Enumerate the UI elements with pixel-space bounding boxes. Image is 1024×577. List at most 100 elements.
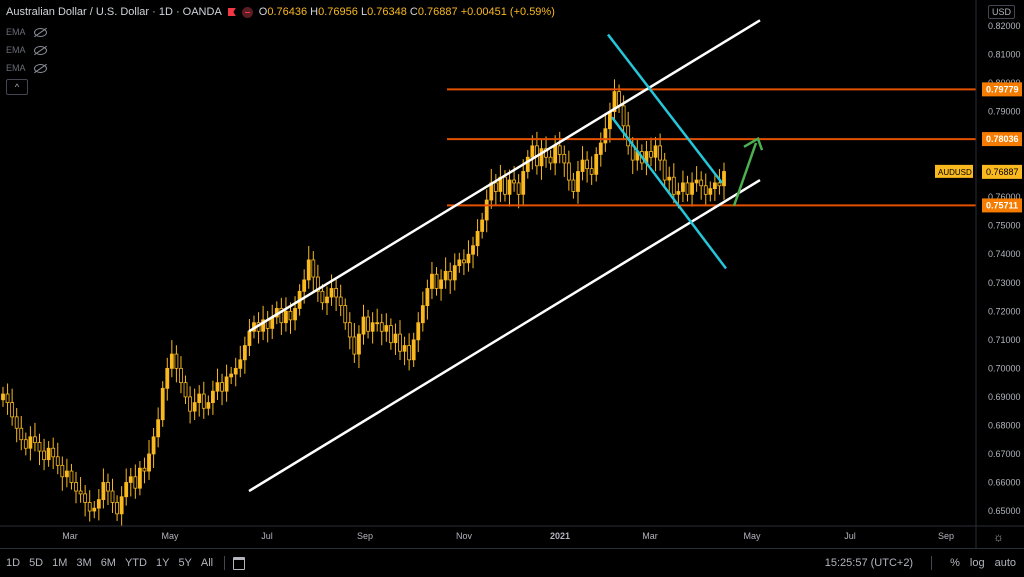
- candle-body: [471, 245, 475, 255]
- candle-body: [315, 276, 320, 292]
- level-price-badge: [982, 198, 1022, 213]
- chart-legend: Australian Dollar / U.S. Dollar · 1D · O…: [6, 6, 555, 18]
- candle-body: [215, 382, 220, 392]
- candle-body: [5, 393, 10, 403]
- candle-body: [19, 427, 24, 441]
- candle-body: [343, 305, 348, 324]
- calendar-icon[interactable]: [233, 556, 246, 570]
- channel-upper-line: [248, 19, 761, 333]
- candle-body: [220, 382, 224, 392]
- price-tick-label: 0.79000: [988, 107, 1021, 117]
- candle-body: [617, 91, 621, 107]
- market-status-icon[interactable]: [241, 6, 253, 18]
- indicator-ema-3[interactable]: EMA: [6, 63, 47, 73]
- candle-body: [507, 179, 512, 195]
- candle-body: [576, 171, 580, 192]
- candle-body: [60, 464, 65, 478]
- settings-gear-icon[interactable]: ☼: [993, 530, 1004, 544]
- range-5y[interactable]: 5Y: [178, 557, 192, 569]
- candle-body: [544, 148, 548, 158]
- candle-body: [23, 439, 28, 449]
- candle-body: [594, 153, 599, 175]
- candle-body: [46, 447, 51, 461]
- candle-body: [699, 179, 704, 187]
- candle-body: [566, 162, 571, 181]
- candle-body: [42, 450, 46, 461]
- candle-body: [466, 253, 471, 264]
- eye-hidden-icon[interactable]: [33, 63, 47, 73]
- flag-icon[interactable]: [227, 8, 236, 16]
- range-all[interactable]: All: [200, 557, 214, 569]
- range-6m[interactable]: 6M: [100, 557, 116, 569]
- candle-body: [247, 330, 252, 346]
- eye-hidden-icon[interactable]: [33, 45, 47, 55]
- range-5d[interactable]: 5D: [29, 557, 44, 569]
- candle-body: [598, 142, 603, 155]
- symbol-title[interactable]: Australian Dollar / U.S. Dollar · 1D · O…: [6, 6, 222, 18]
- candle-body: [211, 390, 215, 403]
- candle-body: [28, 436, 33, 449]
- falling-channel-lower-line: [611, 116, 727, 270]
- candle-body: [430, 273, 434, 289]
- candle-body: [393, 333, 398, 344]
- currency-badge[interactable]: USD: [988, 5, 1016, 19]
- candle-body: [722, 171, 726, 187]
- range-3m[interactable]: 3M: [76, 557, 92, 569]
- falling-channel-upper-line: [607, 33, 723, 184]
- level-price-label: 0.79779: [986, 84, 1019, 94]
- eye-hidden-icon[interactable]: [33, 27, 47, 37]
- candle-body: [334, 288, 339, 298]
- candle-body: [229, 373, 234, 378]
- range-ytd[interactable]: YTD: [124, 557, 147, 569]
- candle-body: [110, 490, 115, 503]
- price-tick-label: 0.76000: [988, 192, 1021, 202]
- collapse-legend-button[interactable]: ^: [6, 79, 28, 95]
- candle-body: [357, 333, 361, 355]
- candle-body: [612, 91, 617, 112]
- time-tick-label: Jul: [261, 531, 273, 541]
- candle-body: [439, 279, 443, 289]
- candle-body: [51, 447, 56, 458]
- time-tick-label: Sep: [938, 531, 954, 541]
- level-price-badge: [982, 132, 1022, 147]
- channel-lower-line: [248, 178, 761, 493]
- forecast-arrow-line: [732, 142, 758, 207]
- range-1d[interactable]: 1D: [6, 557, 21, 569]
- range-1m[interactable]: 1M: [52, 557, 68, 569]
- ohlc-values: O0.76436 H0.76956 L0.76348 C0.76887 +0.0…: [258, 6, 555, 18]
- candle-body: [425, 288, 430, 306]
- log-scale-toggle[interactable]: log: [969, 557, 985, 569]
- candle-body: [475, 231, 480, 247]
- range-1y[interactable]: 1Y: [155, 557, 170, 569]
- candle-body: [261, 319, 266, 332]
- auto-scale-toggle[interactable]: auto: [994, 557, 1016, 569]
- candle-body: [302, 279, 307, 292]
- candle-body: [293, 308, 297, 321]
- indicator-ema-2[interactable]: EMA: [6, 45, 47, 55]
- price-tick-label: 0.68000: [988, 420, 1021, 430]
- candle-body: [87, 502, 92, 512]
- percent-scale-toggle[interactable]: %: [950, 557, 960, 569]
- candle-body: [407, 345, 412, 361]
- candle-body: [101, 482, 106, 500]
- current-price-label: 0.76887: [986, 167, 1019, 177]
- candle-body: [553, 145, 558, 164]
- price-tick-label: 0.69000: [988, 392, 1021, 402]
- candle-body: [562, 153, 567, 164]
- chart-canvas[interactable]: 0.820000.810000.800000.790000.780000.770…: [0, 0, 1024, 548]
- candle-body: [398, 333, 402, 352]
- candle-body: [658, 145, 663, 161]
- candle-body: [96, 499, 101, 509]
- candle-body: [174, 353, 179, 369]
- indicator-ema-1[interactable]: EMA: [6, 27, 47, 37]
- time-axis-ticks: Mar May Jul Sep Nov 2021 Mar May Jul Sep: [62, 531, 954, 541]
- candle-body: [352, 336, 357, 355]
- level-price-label: 0.75711: [986, 200, 1018, 210]
- candle-body: [137, 467, 142, 489]
- candle-body: [37, 442, 42, 452]
- candle-body: [649, 151, 653, 158]
- candle-body: [238, 359, 243, 369]
- clock-timezone[interactable]: 15:25:57 (UTC+2): [824, 557, 914, 569]
- candle-body: [503, 176, 507, 195]
- candle-body: [525, 156, 530, 172]
